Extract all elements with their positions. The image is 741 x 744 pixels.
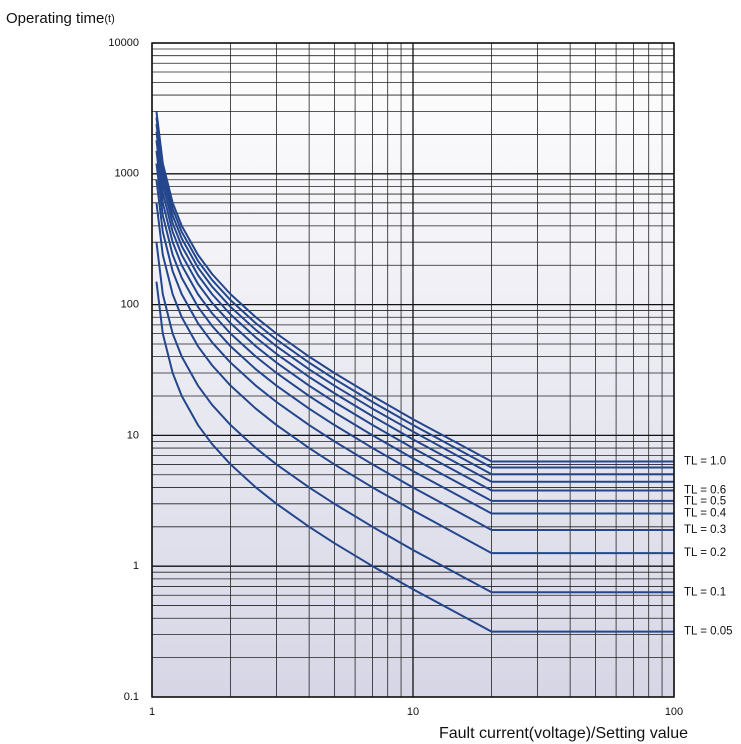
curve — [155, 111, 674, 463]
curve-label: TL = 0.5 — [684, 496, 726, 508]
curve — [155, 123, 674, 476]
curve-label: TL = 0.6 — [684, 485, 726, 497]
curve — [155, 163, 674, 515]
y-axis-label: Operating time — [6, 10, 104, 27]
x-tick-label: 100 — [665, 706, 683, 718]
curve — [155, 117, 674, 469]
curve-label: TL = 0.4 — [684, 508, 727, 520]
y-tick-label: 1 — [133, 560, 139, 572]
x-tick-label: 10 — [407, 706, 419, 718]
y-axis-unit: (t) — [104, 13, 114, 25]
y-tick-label: 1000 — [115, 168, 139, 180]
curve-label: TL = 1.0 — [684, 455, 726, 467]
curves — [155, 111, 674, 633]
curve — [155, 140, 674, 492]
y-tick-label: 10000 — [108, 37, 139, 49]
y-tick-label: 10 — [127, 429, 139, 441]
y-axis-title: Operating time(t) — [6, 10, 115, 27]
curve-label: TL = 0.05 — [684, 626, 732, 638]
curve — [155, 281, 674, 633]
curve-label: TL = 0.2 — [684, 547, 726, 559]
x-axis-title: Fault current(voltage)/Setting value — [439, 725, 688, 742]
curve — [155, 131, 674, 483]
curve — [155, 179, 674, 532]
grid — [151, 42, 675, 698]
curve — [155, 150, 674, 502]
curve — [155, 242, 674, 594]
x-tick-label: 1 — [149, 706, 155, 718]
y-tick-label: 0.1 — [124, 691, 139, 703]
curve-label: TL = 0.3 — [684, 524, 726, 536]
curve-label: TL = 0.1 — [684, 586, 726, 598]
plot-frame — [151, 42, 675, 698]
curve — [155, 202, 674, 555]
y-tick-label: 100 — [121, 299, 139, 311]
